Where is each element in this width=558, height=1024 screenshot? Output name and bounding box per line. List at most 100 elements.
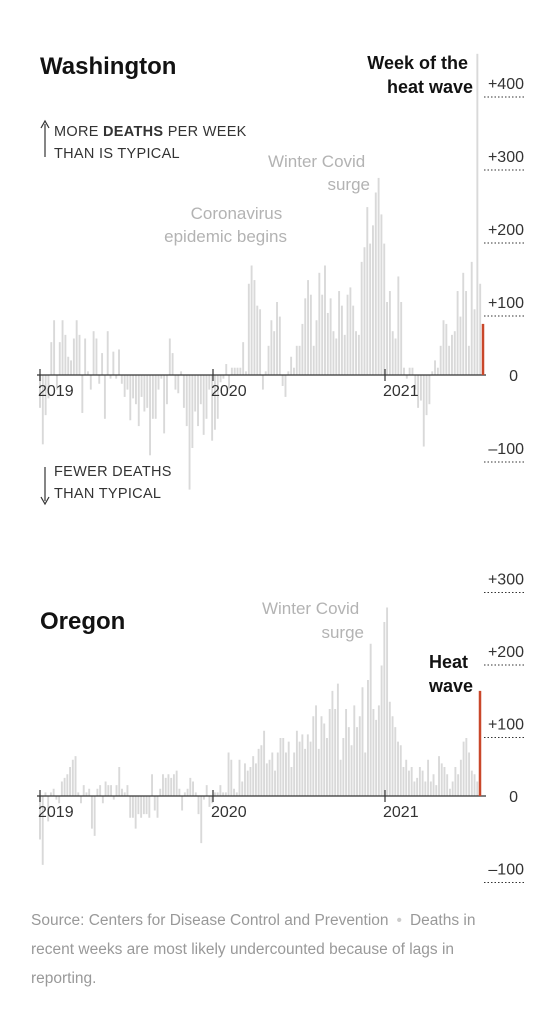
washington-bar (273, 331, 276, 375)
oregon-bar (249, 767, 252, 796)
washington-bar (434, 360, 436, 375)
oregon-bar (151, 774, 153, 796)
washington-bar (253, 280, 256, 375)
washington-bar (126, 375, 129, 390)
oregon-bar (462, 741, 465, 797)
oregon-bar (345, 709, 348, 796)
washington-bar (374, 192, 377, 375)
washington-bar (394, 338, 397, 375)
oregon-bar (104, 781, 107, 796)
oregon-bar (470, 770, 473, 797)
washington-bar (479, 283, 482, 375)
x-tick-label: 2020 (211, 383, 247, 400)
washington-bar (137, 375, 140, 427)
washington-bar (278, 316, 281, 375)
svg-text:THAN TYPICAL: THAN TYPICAL (54, 486, 161, 502)
washington-bar (326, 312, 329, 375)
oregon-bar (276, 752, 279, 796)
washington-bar (168, 338, 171, 375)
oregon-bar (328, 709, 331, 796)
oregon-bar (181, 796, 184, 811)
oregon-bar (339, 759, 342, 796)
oregon-bar (418, 767, 421, 796)
oregon-bar (394, 727, 397, 797)
oregon-bar (399, 745, 402, 796)
oregon-bar (421, 770, 424, 797)
y-tick-label: +100 (488, 295, 524, 312)
y-tick-label: 0 (509, 789, 518, 806)
oregon-bar (178, 788, 181, 796)
source-note: Source: Centers for Disease Control and … (31, 906, 521, 993)
washington-bar (372, 225, 374, 375)
washington-bar (233, 367, 236, 375)
washington-bar (332, 331, 335, 375)
oregon-bar (60, 781, 63, 796)
oregon-bar (320, 716, 323, 796)
washington-bar (451, 334, 453, 375)
washington-bar (95, 338, 98, 375)
washington-bar (53, 320, 56, 375)
washington-bar (92, 331, 95, 375)
svg-text:THAN IS TYPICAL: THAN IS TYPICAL (54, 146, 180, 162)
washington-bar (120, 375, 123, 384)
washington-bar (247, 283, 250, 375)
washington-bar (112, 351, 115, 375)
x-tick-label: 2021 (383, 383, 419, 400)
x-tick-label: 2019 (38, 804, 74, 821)
washington-bar (132, 375, 135, 399)
oregon-bar (121, 788, 123, 796)
oregon-bar (358, 716, 361, 796)
oregon-bar (295, 730, 298, 796)
oregon-bar (429, 781, 432, 796)
washington-bar (89, 375, 92, 390)
oregon-bar (473, 774, 476, 796)
washington-bar (72, 338, 75, 375)
washington-bar (293, 367, 295, 375)
washington-bar (467, 345, 470, 375)
washington-bar (388, 291, 391, 375)
oregon-bar (110, 785, 113, 797)
washington-bar (185, 375, 188, 427)
washington-bar (219, 375, 222, 383)
oregon-bar (162, 774, 164, 796)
washington-annotation-winter-surge: Winter Covid surge (268, 152, 370, 194)
washington-bar (318, 272, 321, 375)
y-tick-label: +200 (488, 222, 524, 239)
washington-bar (470, 261, 473, 375)
washington-bar (436, 367, 439, 375)
washington-bar (343, 334, 346, 375)
oregon-bar (440, 763, 443, 797)
oregon-bar (194, 792, 197, 797)
y-tick-label: +200 (488, 644, 524, 661)
washington-bar (230, 367, 233, 375)
oregon-bar (145, 796, 148, 815)
oregon-bar (93, 796, 96, 836)
oregon-bar (457, 774, 460, 796)
oregon-bar (312, 716, 315, 796)
washington-heat-wave-label: Week of the heat wave (367, 53, 473, 97)
washington-bar (182, 375, 185, 408)
washington-bar (397, 276, 400, 375)
oregon-bar (244, 763, 246, 797)
washington-bar (129, 375, 132, 421)
washington-bar (84, 338, 87, 375)
oregon-bar (88, 788, 91, 796)
washington-bar (242, 342, 245, 375)
oregon-bar (77, 792, 80, 797)
oregon-bar (306, 734, 309, 797)
washington-bar (47, 375, 50, 399)
oregon-bar (293, 752, 296, 796)
washington-bar (64, 334, 67, 375)
oregon-bar (465, 738, 468, 796)
washington-bar (439, 345, 442, 375)
y-tick-label: +300 (488, 572, 524, 589)
washington-bar (61, 320, 64, 375)
oregon-bar (254, 763, 257, 797)
oregon-bar (309, 741, 312, 797)
washington-bar (312, 345, 315, 375)
washington-bar (462, 272, 465, 375)
washington-bar (106, 331, 109, 375)
oregon-bar (69, 767, 72, 796)
washington-bar (349, 287, 352, 375)
washington-bar (453, 331, 456, 375)
